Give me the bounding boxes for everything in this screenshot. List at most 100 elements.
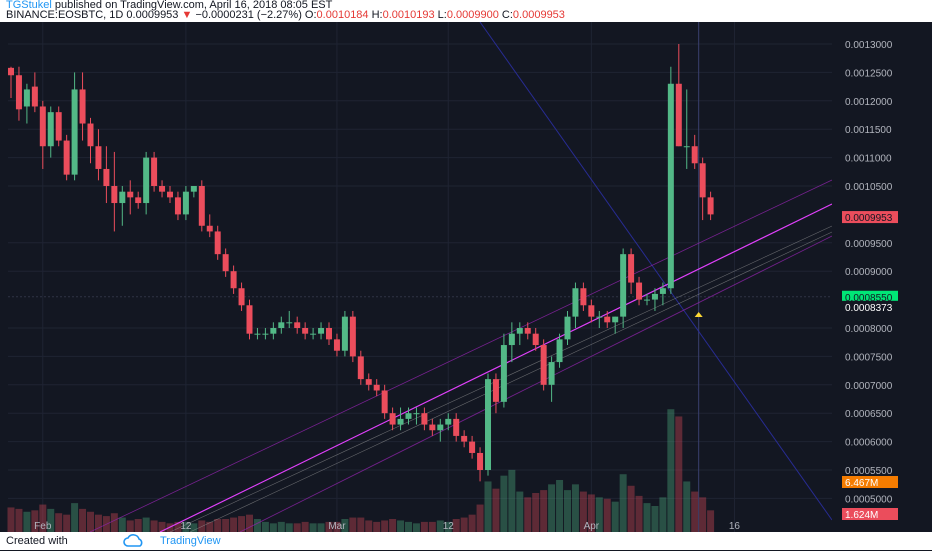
volume-bar: [436, 520, 444, 532]
volume-bar: [468, 514, 476, 532]
volume-bars: [7, 409, 715, 532]
volume-bar: [420, 521, 428, 532]
price-axis: 0.0013000 0.0012500 0.0012000 0.0011500 0.00…: [832, 22, 932, 532]
candle-body: [373, 384, 380, 391]
volume-bar: [301, 521, 309, 532]
y-tick-label: 0.0007500: [845, 352, 893, 363]
volume-bar: [222, 519, 230, 532]
event-marker-icon: [694, 312, 703, 317]
candle-body: [23, 89, 30, 107]
volume-bar: [31, 510, 39, 532]
candle-body: [628, 254, 635, 283]
volume-bar: [587, 494, 595, 532]
candle-body: [254, 333, 261, 335]
x-tick-label: 12: [443, 521, 455, 532]
volume-bar: [94, 514, 102, 532]
volume-bar: [23, 511, 31, 532]
candle-body: [230, 271, 237, 289]
tradingview-brand[interactable]: TradingView: [160, 535, 221, 547]
candle-body: [198, 186, 205, 226]
volume-bar: [285, 523, 293, 532]
candle-body: [262, 333, 269, 335]
candle-body: [270, 328, 277, 334]
volume-bar: [317, 523, 325, 532]
volume-bar: [63, 514, 71, 532]
candle-body: [349, 316, 356, 357]
candle-body: [580, 288, 587, 306]
volume-bar: [540, 490, 548, 532]
volume-bar: [39, 504, 47, 532]
y-tick-label: 0.0005500: [845, 466, 893, 477]
volume-bar: [277, 521, 285, 532]
volume-bar: [325, 521, 333, 532]
candle-body: [667, 83, 674, 289]
volume-bar: [118, 517, 126, 532]
candle-body: [246, 305, 253, 334]
candle-body: [500, 345, 507, 402]
chart-grid: [8, 22, 832, 532]
trend-line-descending: [479, 21, 833, 521]
volume-bar: [15, 508, 23, 532]
volume-bar: [357, 517, 365, 532]
volume-bar: [397, 520, 405, 532]
volume-bar: [373, 521, 381, 532]
volume-bar: [55, 513, 63, 532]
volume-bar: [484, 481, 492, 532]
low-value: 0.0009900: [446, 9, 499, 21]
author-link[interactable]: TGStukel: [6, 0, 52, 11]
volume-bar: [659, 497, 667, 532]
candle-body: [604, 316, 611, 323]
price-label-box: [842, 300, 898, 313]
candle-body: [286, 322, 293, 324]
y-tick-label: 0.0005000: [845, 494, 893, 505]
y-tick-label: 0.0007000: [845, 381, 893, 392]
publish-line: TGStukel published on TradingView.com, A…: [6, 0, 332, 11]
chart-header: TGStukel published on TradingView.com, A…: [0, 0, 932, 22]
candle-body: [63, 140, 70, 175]
high-value: 0.0010193: [382, 9, 435, 21]
candle-body: [620, 254, 627, 317]
candle-body: [47, 112, 54, 147]
volume-bar: [444, 521, 452, 532]
candle-body: [95, 146, 102, 169]
y-tick-label: 0.0008000: [845, 324, 893, 335]
candle-body: [596, 316, 603, 318]
candle-body: [326, 328, 332, 340]
volume-bar: [579, 491, 587, 532]
volume-bar: [516, 491, 524, 532]
volume-bar: [365, 520, 373, 532]
footer-bar: Created with TradingView: [0, 532, 932, 550]
candle-body: [683, 146, 690, 148]
candle-body: [469, 441, 476, 453]
price-change: −0.0000231 (−2.27%): [195, 9, 302, 21]
volume-bar: [389, 519, 397, 532]
volume-bar: [571, 484, 579, 532]
open-label: O:: [304, 9, 317, 21]
volume-bar: [182, 521, 190, 532]
candle-body: [612, 316, 619, 323]
y-tick-label: 0.0012500: [845, 68, 893, 79]
volume-bar: [595, 497, 603, 532]
volume-bar: [707, 510, 715, 532]
volume-bar: [675, 416, 683, 532]
volume-bar: [158, 521, 166, 532]
candle-body: [103, 168, 110, 186]
price-label-text: 0.0009953: [845, 213, 893, 224]
low-label: L:: [437, 9, 447, 21]
candle-body: [310, 333, 317, 335]
y-tick-label: 0.0011000: [845, 154, 892, 165]
volume-bar: [699, 497, 707, 532]
candle-body: [675, 83, 682, 147]
volume-bar: [428, 521, 436, 532]
volume-bar: [79, 508, 87, 532]
channel-line-upper: [89, 179, 833, 533]
volume-bar: [246, 514, 253, 532]
channel-lines: [89, 21, 833, 533]
candle-body: [190, 186, 197, 192]
volume-bar: [206, 521, 214, 532]
open-value: 0.0010184: [316, 9, 369, 21]
volume-bar: [341, 519, 349, 532]
volume-bar: [452, 519, 460, 532]
candle-body: [357, 356, 364, 380]
